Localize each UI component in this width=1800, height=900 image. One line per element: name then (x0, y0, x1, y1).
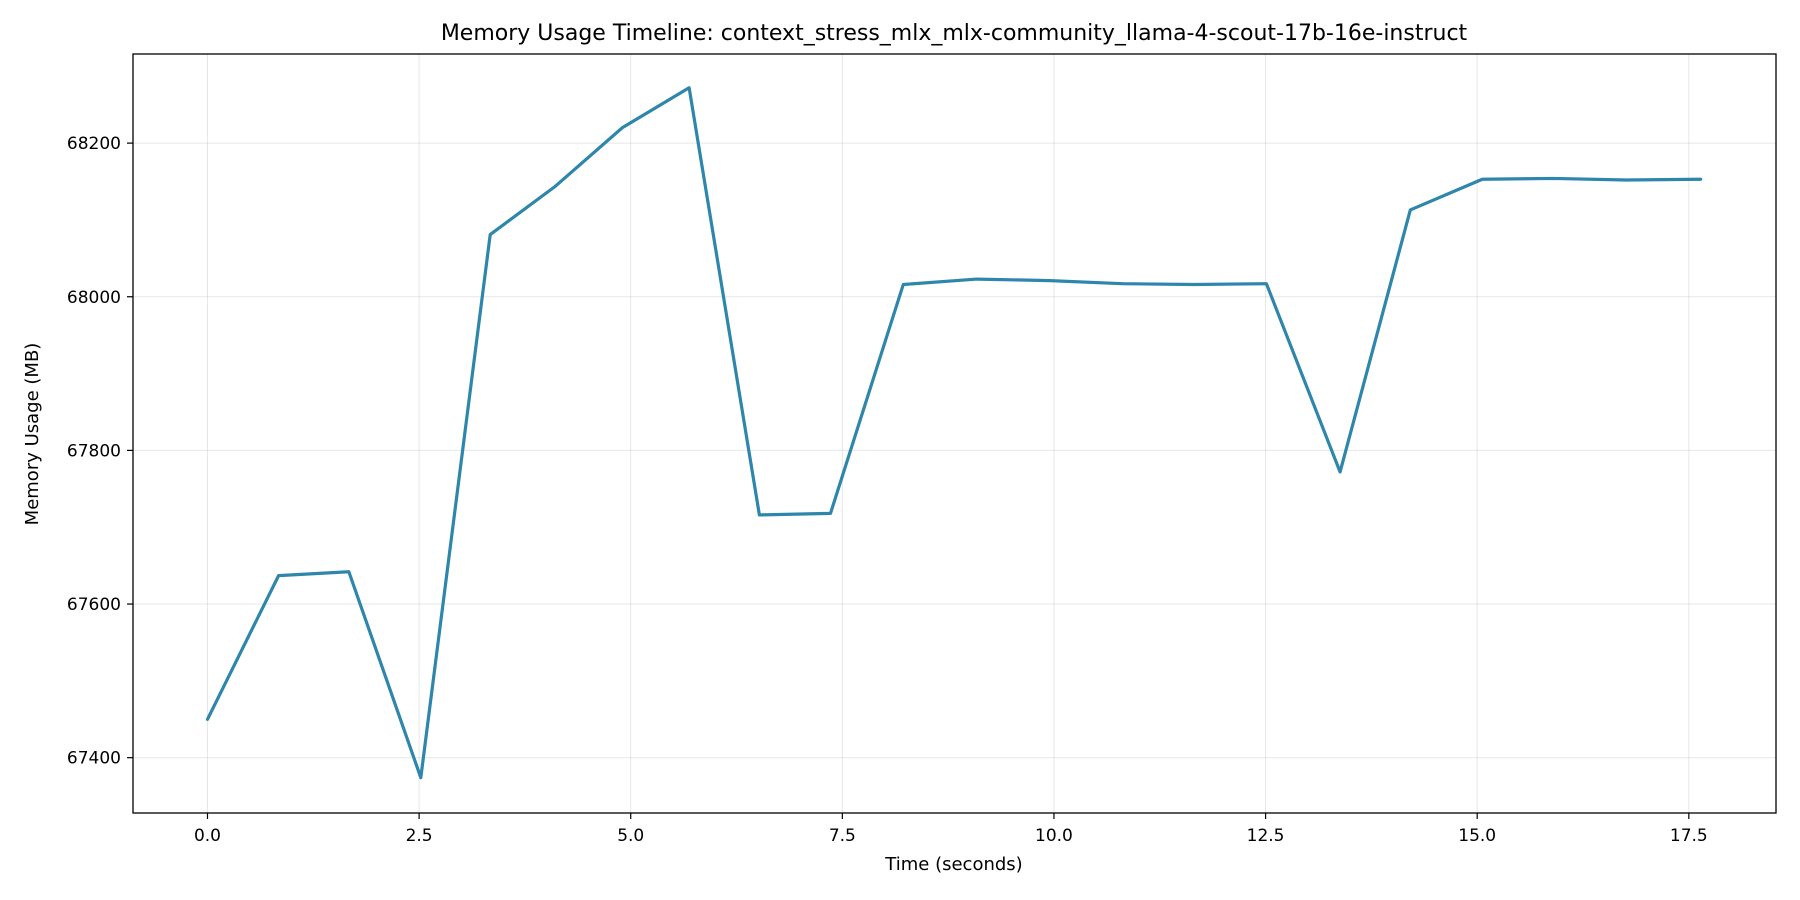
x-tick-label: 12.5 (1247, 826, 1285, 846)
y-axis-label: Memory Usage (MB) (22, 343, 43, 526)
x-tick-label: 17.5 (1670, 826, 1708, 846)
y-tick-label: 68000 (67, 288, 121, 308)
x-axis-label: Time (seconds) (884, 854, 1022, 875)
x-tick-label: 0.0 (194, 826, 221, 846)
x-tick-label: 5.0 (617, 826, 644, 846)
y-tick-label: 68200 (67, 134, 121, 154)
tick-layer: 0.0 2.5 5.0 7.5 10.0 12.5 15.0 17.5 67400 67600 67… (67, 134, 1708, 846)
x-tick-label: 2.5 (406, 826, 433, 846)
line-layer (205, 86, 1703, 780)
x-tick-label: 15.0 (1458, 826, 1496, 846)
y-tick-label: 67600 (67, 595, 121, 615)
y-tick-label: 67800 (67, 441, 121, 461)
x-tick-label: 7.5 (829, 826, 856, 846)
chart-title: Memory Usage Timeline: context_stress_ml… (441, 21, 1468, 46)
y-tick-label: 67400 (67, 749, 121, 769)
x-tick-label: 10.0 (1035, 826, 1073, 846)
series-line (205, 86, 1703, 780)
plot-frame (132, 53, 1777, 814)
